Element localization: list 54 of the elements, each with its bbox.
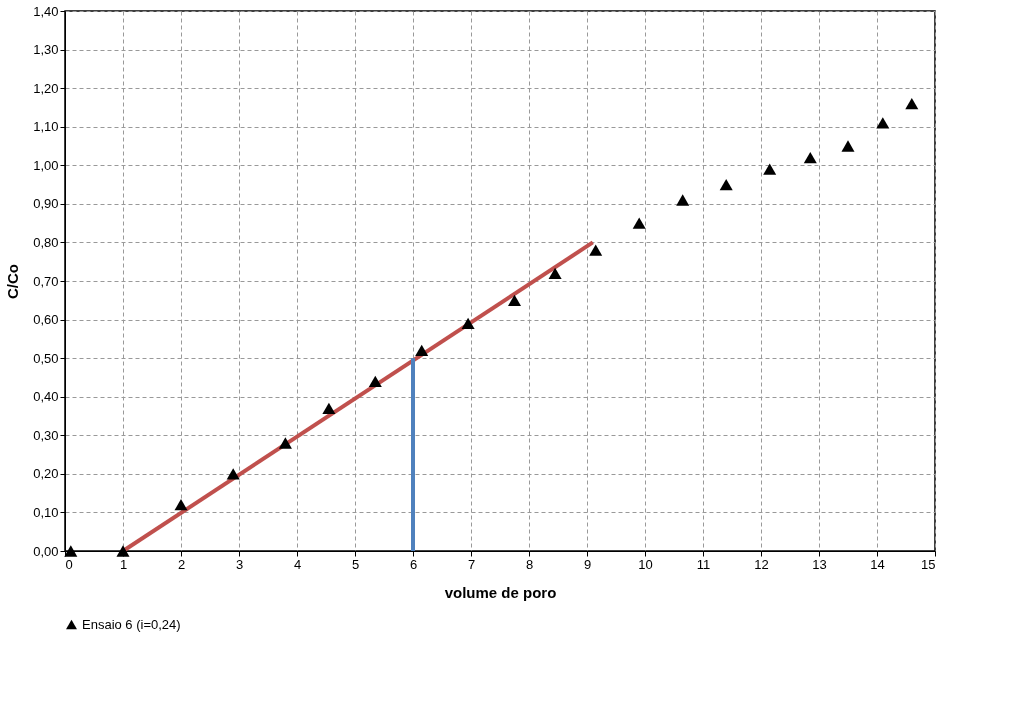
y-tick-label: 0,90 — [33, 196, 59, 212]
point — [632, 217, 646, 229]
y-tick-label: 0,70 — [33, 273, 59, 289]
y-tick-label: 0,00 — [33, 543, 59, 559]
point — [719, 178, 733, 191]
point — [841, 140, 855, 152]
x-tick-label: 12 — [754, 556, 769, 572]
point — [226, 468, 240, 480]
legend-label: Ensaio 6 (i=0,24) — [82, 616, 181, 632]
x-tick-label: 4 — [293, 556, 302, 572]
point — [174, 499, 188, 511]
y-tick-label: 1,00 — [33, 157, 59, 173]
x-tick-label: 13 — [812, 556, 827, 572]
point — [763, 163, 777, 175]
x-axis-title: volume de poro — [444, 583, 557, 601]
y-tick-label: 1,30 — [33, 42, 59, 58]
x-tick-label: 15 — [921, 556, 936, 572]
point — [876, 117, 890, 129]
point — [507, 294, 522, 306]
point — [461, 317, 475, 330]
x-tick-label: 1 — [119, 556, 128, 572]
point — [589, 244, 603, 256]
y-tick-label: 0,10 — [33, 504, 59, 520]
x-tick-label: 11 — [696, 556, 711, 572]
y-axis-title: C/Co — [4, 264, 22, 299]
x-tick-label: 3 — [235, 556, 244, 572]
x-tick-label: 10 — [638, 556, 653, 572]
x-tick-label: 0 — [65, 556, 73, 572]
point — [278, 437, 292, 449]
x-tick-label: 14 — [870, 556, 885, 572]
x-tick-label: 2 — [177, 556, 186, 572]
x-tick-label: 8 — [525, 556, 534, 572]
y-tick-label: 1,20 — [33, 80, 59, 96]
y-tick-label: 1,10 — [33, 119, 59, 135]
y-tick-label: 0,60 — [33, 312, 59, 328]
point — [322, 402, 336, 414]
x-tick-label: 5 — [351, 556, 360, 572]
y-tick-label: 0,20 — [33, 466, 59, 482]
point — [368, 375, 382, 387]
point — [116, 545, 130, 557]
point — [676, 194, 690, 206]
x-tick-label: 9 — [583, 556, 592, 572]
point — [415, 344, 429, 357]
x-tick-label: 6 — [409, 556, 418, 572]
x-tick-label: 7 — [467, 556, 476, 572]
y-tick-label: 0,80 — [33, 234, 59, 250]
y-tick-label: 1,40 — [33, 3, 59, 19]
y-tick-label: 0,50 — [33, 350, 59, 366]
point — [548, 267, 562, 279]
y-tick-label: 0,30 — [33, 427, 59, 443]
y-tick-label: 0,40 — [33, 389, 59, 405]
point — [905, 97, 919, 110]
point — [803, 151, 817, 164]
point — [64, 545, 78, 557]
